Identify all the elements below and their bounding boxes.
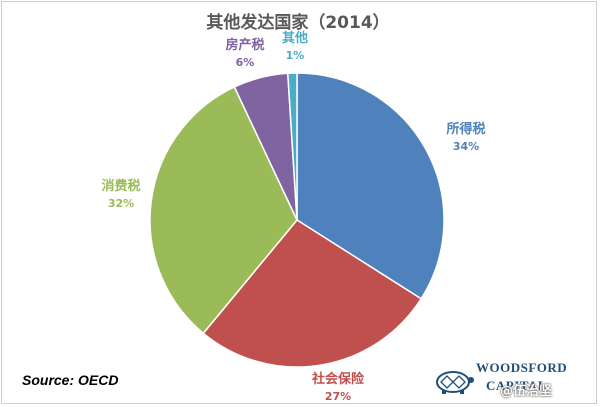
chart-title: 其他发达国家（2014） (206, 12, 389, 33)
slice-label-4: 房产税 (225, 37, 264, 53)
pie-slice-1 (296, 72, 445, 300)
brand-name: WOODSFORD (476, 360, 568, 375)
slice-percent-3: 32% (108, 197, 134, 210)
brand-subtitle: CAPITAL (486, 378, 548, 393)
brand-logo: WOODSFORD CAPITAL (430, 360, 595, 402)
slice-percent-5: 1% (286, 49, 305, 62)
slice-label-3: 消费税 (101, 178, 140, 194)
watermark: @伍治坚 (500, 384, 553, 399)
slice-percent-4: 6% (236, 56, 255, 69)
source-note: Source: OECD (22, 372, 119, 388)
pie-slice-2 (202, 219, 423, 368)
slice-label-2: 社会保险 (311, 371, 365, 387)
turtle-logo-icon (436, 371, 474, 394)
slice-percent-1: 34% (453, 140, 479, 153)
pie-slice-5 (286, 72, 298, 221)
pie-slice-3 (149, 85, 298, 335)
slice-label-5: 其他 (282, 30, 308, 46)
slice-label-1: 所得税 (446, 121, 485, 137)
slice-percent-2: 27% (325, 390, 351, 403)
